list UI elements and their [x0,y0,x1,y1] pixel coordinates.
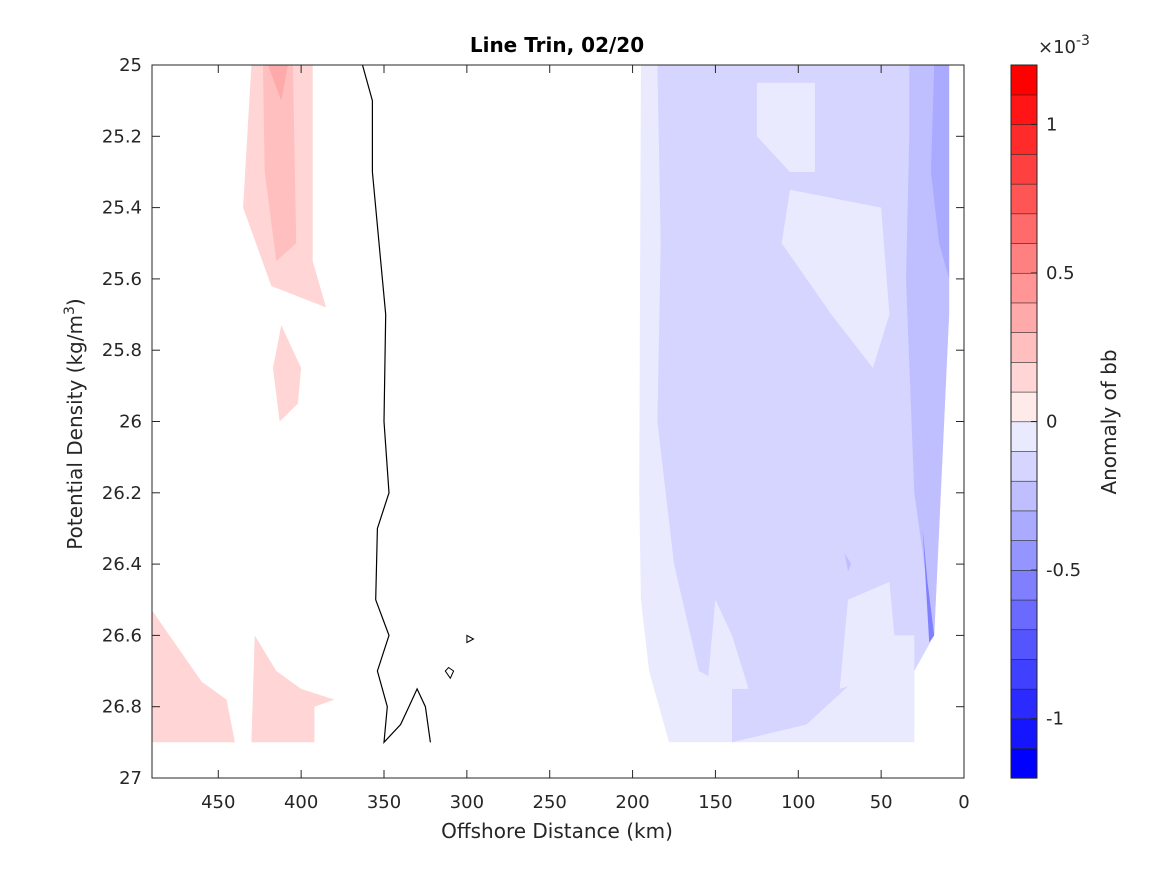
colorbar-tick-label: 1 [1046,114,1057,135]
colorbar-tick-label: -0.5 [1046,560,1081,581]
colorbar-cell [1010,213,1038,244]
contour-region-offshore-positive-lower [251,635,335,743]
colorbar-cell [1010,718,1038,749]
contour-region-nearshore-negative-strong [930,65,950,279]
colorbar-cell [1010,242,1038,274]
y-tick-label: 25.6 [102,269,142,290]
colorbar-cell [1010,64,1038,96]
y-tick-label: 25.2 [102,126,142,147]
y-axis-label-main: Potential Density (kg/m [63,315,87,550]
contour-region-offshore-positive-core [263,65,297,262]
y-tick-label: 26.2 [102,483,142,504]
colorbar-cell [1010,510,1038,541]
colorbar-cell [1010,658,1038,690]
x-tick-label: 50 [870,792,893,813]
colorbar-cell [1010,361,1038,393]
x-tick-label: 150 [698,792,732,813]
colorbar-cell [1010,272,1038,304]
colorbar: 1 0.5 0 -0.5 -1 ×10-3 Anomaly of bb [1010,33,1121,779]
colorbar-cell [1010,747,1038,779]
colorbar-cells [1010,64,1038,779]
colorbar-multiplier-base: ×10 [1038,37,1076,58]
colorbar-tick-label: 0.5 [1046,263,1075,284]
zero-contour-line [361,64,431,744]
zero-contour-small-loop-2 [466,634,475,644]
x-tick-label: 300 [450,792,484,813]
x-tick-label: 350 [367,792,401,813]
y-tick-label: 25 [119,55,142,76]
colorbar-cell [1010,94,1038,126]
colorbar-cell [1010,450,1038,482]
y-axis-ticks: 25 25.2 25.4 25.6 25.8 26 26.2 26.4 26.6 26.8 27 [102,55,964,789]
contour-region-offshore-positive-lower-left [152,610,235,743]
colorbar-cell [1010,124,1038,155]
y-tick-label: 26.8 [102,697,142,718]
colorbar-multiplier-exponent: -3 [1076,33,1090,49]
colorbar-cell [1010,540,1038,571]
colorbar-cell [1010,480,1038,512]
colorbar-cell [1010,688,1038,720]
x-axis-ticks: 450 400 350 300 250 200 150 100 50 0 [201,65,970,813]
colorbar-cell [1010,183,1038,215]
colorbar-label: Anomaly of bb [1097,349,1121,494]
plot-area: 450 400 350 300 250 200 150 100 50 0 2525.225.425… [102,55,970,813]
y-tick-label: 26 [119,412,142,433]
x-tick-label: 200 [615,792,649,813]
colorbar-multiplier: ×10-3 [1038,33,1090,58]
colorbar-tick-label: -1 [1046,709,1064,730]
y-tick-label: 27 [119,768,142,789]
chart-title: Line Trin, 02/20 [470,33,644,57]
zero-contour-layer [361,64,475,744]
x-tick-label: 400 [284,792,318,813]
colorbar-cell [1010,153,1038,185]
colorbar-tick-label: 0 [1046,412,1057,433]
zero-contour-small-loop-1 [444,666,455,680]
y-axis-label-superscript: 3 [62,306,78,315]
contour-region-interior-light-4 [848,635,915,725]
colorbar-cell [1010,421,1038,452]
x-tick-label: 250 [533,792,567,813]
colorbar-cell [1010,332,1038,363]
contour-region-offshore-positive-mid [273,325,302,422]
y-tick-label: 25.4 [102,198,142,219]
y-axis-label: Potential Density (kg/m3) [62,298,87,549]
colorbar-cell [1010,569,1038,601]
x-tick-label: 450 [201,792,235,813]
y-axis-label-close: ) [63,298,87,306]
contour-fill-layer [152,65,950,743]
contour-region-offshore-positive-core-top [268,65,288,101]
contour-region-nearshore-negative-max [922,528,935,643]
contour-region-interior-light-1 [756,82,815,172]
colorbar-cell [1010,302,1038,333]
y-tick-label: 26.4 [102,554,142,575]
y-tick-label: 25.8 [102,340,142,361]
x-axis-label: Offshore Distance (km) [441,819,673,843]
colorbar-cell [1010,629,1038,660]
colorbar-cell [1010,391,1038,423]
colorbar-cell [1010,599,1038,631]
colorbar-ticks: 1 0.5 0 -0.5 -1 [1031,114,1081,730]
contour-region-interior-light-2 [781,189,890,368]
contour-region-nearshore-negative-spot [844,553,852,572]
x-tick-label: 100 [781,792,815,813]
contour-region-interior-light-5 [707,599,749,689]
x-tick-label: 0 [958,792,969,813]
y-tick-label: 26.6 [102,625,142,646]
